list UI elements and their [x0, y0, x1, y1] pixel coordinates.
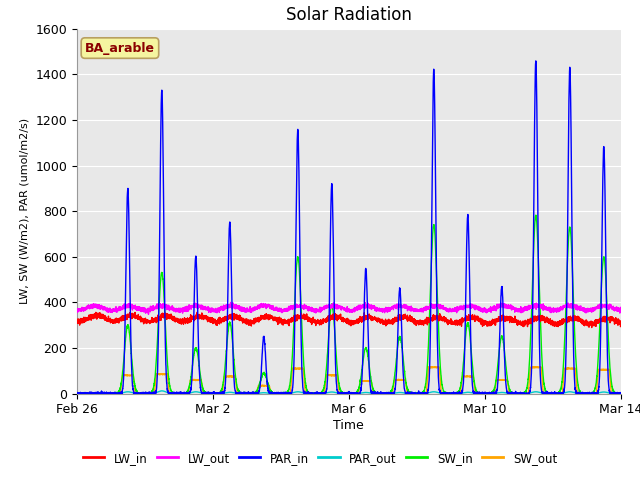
Y-axis label: LW, SW (W/m2), PAR (umol/m2/s): LW, SW (W/m2), PAR (umol/m2/s) [20, 118, 29, 304]
X-axis label: Time: Time [333, 419, 364, 432]
Legend: LW_in, LW_out, PAR_in, PAR_out, SW_in, SW_out: LW_in, LW_out, PAR_in, PAR_out, SW_in, S… [78, 447, 562, 469]
Text: BA_arable: BA_arable [85, 42, 155, 55]
Title: Solar Radiation: Solar Radiation [286, 6, 412, 24]
